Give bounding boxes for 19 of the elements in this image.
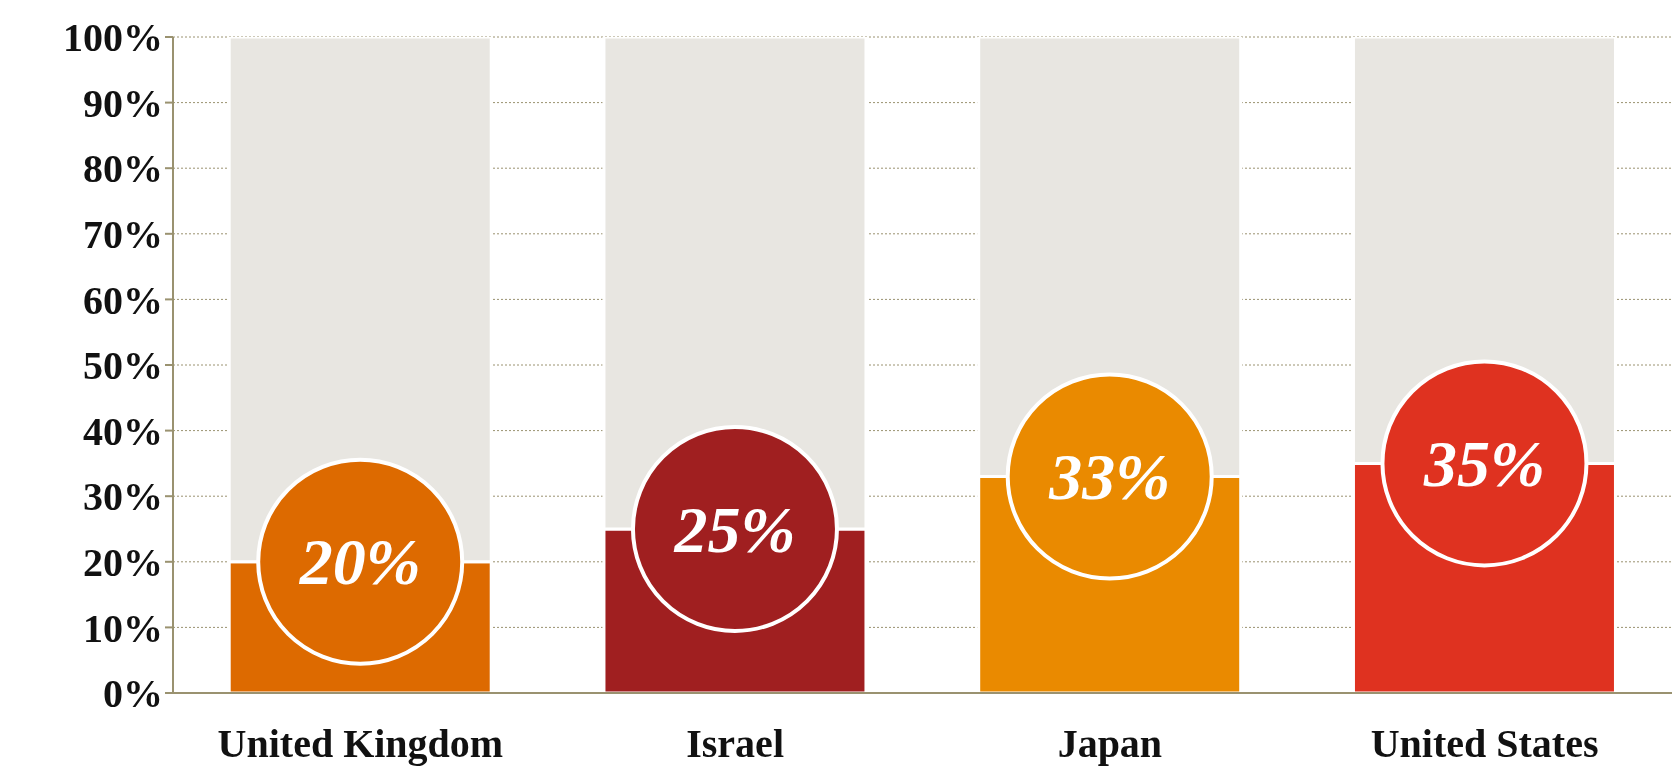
data-label: 33% bbox=[1048, 440, 1171, 514]
y-tick-label: 30% bbox=[83, 474, 163, 520]
x-tick-label: Israel bbox=[686, 721, 785, 767]
y-tick-label: 70% bbox=[83, 212, 163, 257]
y-tick-label: 80% bbox=[83, 146, 163, 192]
y-tick-label: 20% bbox=[83, 540, 163, 585]
x-tick-label: Japan bbox=[1057, 721, 1163, 767]
data-label: 35% bbox=[1422, 426, 1545, 500]
data-label: 25% bbox=[673, 492, 796, 566]
y-tick-label: 50% bbox=[83, 343, 163, 389]
y-tick-label: 40% bbox=[83, 408, 163, 454]
y-tick-label: 90% bbox=[83, 80, 163, 126]
x-tick-label: United States bbox=[1370, 721, 1599, 767]
x-tick-label: United Kingdom bbox=[217, 721, 504, 767]
y-tick-label: 0% bbox=[103, 671, 163, 717]
y-tick-label: 100% bbox=[63, 15, 163, 61]
data-label: 20% bbox=[298, 525, 421, 599]
y-tick-label: 10% bbox=[83, 605, 163, 651]
y-tick-label: 60% bbox=[83, 277, 163, 323]
